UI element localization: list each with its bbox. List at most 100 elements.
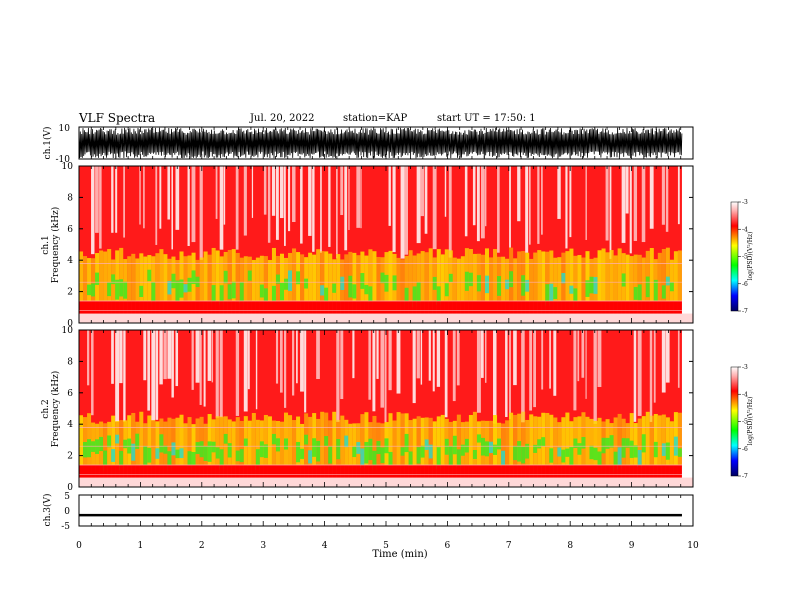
spectrogram-band-yellow xyxy=(480,254,485,302)
spectrogram-streak xyxy=(115,166,118,233)
spectrogram-band-green xyxy=(147,447,152,463)
time-axis: 0 1 2 3 4 5 6 7 8 9 10 xyxy=(76,127,699,551)
spectrogram-streak xyxy=(541,330,544,390)
freq-tick-label: 2 xyxy=(67,452,73,462)
spectrogram-streak xyxy=(115,330,120,422)
spectrogram-band-green xyxy=(296,271,301,285)
spectrogram-band-green xyxy=(513,445,518,461)
spectrogram-band-green xyxy=(179,448,184,459)
spectrogram-band-yellow xyxy=(388,250,393,302)
spectrogram-streak xyxy=(312,166,315,252)
spectrogram-band-yellow xyxy=(553,417,558,466)
spectrogram-band-red xyxy=(211,465,216,478)
spectrogram-band-green xyxy=(573,438,578,448)
spectrogram-band-red xyxy=(597,465,602,478)
spectrogram-band-green xyxy=(384,274,389,292)
spectrogram-streak xyxy=(464,166,468,237)
spectrogram-band-red xyxy=(79,301,84,314)
time-tick-label: 5 xyxy=(383,541,389,551)
spectrogram-band-red xyxy=(541,301,546,314)
spectrogram-band-green xyxy=(517,441,522,462)
spectrogram-band-red xyxy=(163,465,168,478)
spectrogram-band-red xyxy=(247,301,252,314)
spectrogram-streak xyxy=(653,330,656,403)
spectrogram-band-yellow xyxy=(175,259,180,302)
spectrogram-band-yellow xyxy=(577,416,582,466)
colorbar-tick-label: -5 xyxy=(742,419,748,426)
spectrogram-band-red xyxy=(625,465,630,478)
spectrogram-band-green xyxy=(521,275,526,296)
spectrogram-band-yellow xyxy=(673,251,678,302)
spectrogram-band-yellow xyxy=(436,249,441,302)
spectrogram-band-green xyxy=(87,284,92,296)
spectrogram-band-red xyxy=(211,301,216,314)
spectrogram-band-yellow xyxy=(432,421,437,466)
spectrogram-streak xyxy=(263,166,267,215)
spectrogram-band-red xyxy=(649,301,654,314)
spectrogram-band-green xyxy=(284,438,289,450)
spectrogram-band-green xyxy=(480,437,485,456)
spectrogram-band-red xyxy=(107,465,112,478)
spectrogram-band-red xyxy=(609,301,614,314)
spectrogram-band-yellow xyxy=(183,423,188,466)
spectrogram-band-yellow xyxy=(549,414,554,466)
spectrogram-band-green xyxy=(95,272,100,285)
spectrogram-band-red xyxy=(91,465,96,478)
ch3-waveform-line xyxy=(79,513,682,517)
spectrogram-band-green xyxy=(360,273,365,289)
spectrogram-streak xyxy=(412,330,416,404)
spectrogram-band-red xyxy=(332,301,337,314)
spectrogram-band-red xyxy=(139,465,144,478)
spectrogram-band-red xyxy=(553,301,558,314)
spectrogram-streak xyxy=(292,166,296,223)
spectrogram-band-yellow xyxy=(589,418,594,466)
spectrogram-band-red xyxy=(529,465,534,478)
spectrogram-band-yellow xyxy=(420,251,425,302)
spectrogram-streak xyxy=(493,330,497,424)
spectrogram-band-green xyxy=(452,435,457,455)
spectrogram-band-green xyxy=(223,270,228,284)
spectrogram-band-red xyxy=(279,465,285,478)
spectrogram-streak xyxy=(251,166,254,218)
spectrogram-band-yellow xyxy=(597,250,602,302)
spectrogram-band-green xyxy=(617,447,622,470)
spectrogram-band-yellow xyxy=(476,421,481,466)
spectrogram-band-green xyxy=(392,275,397,291)
spectrogram-band-red xyxy=(171,465,176,478)
spectrogram-band-yellow xyxy=(296,416,301,466)
spectrogram-band-red xyxy=(561,465,566,478)
spectrogram-band-red xyxy=(497,465,502,478)
spectrogram-band-green xyxy=(340,276,345,291)
spectrogram-band-yellow xyxy=(87,258,92,302)
spectrogram-band-green xyxy=(179,279,184,298)
spectrogram-band-red xyxy=(537,465,542,478)
spectrogram-band-yellow xyxy=(637,418,642,466)
spectrogram-band-red xyxy=(267,465,272,478)
spectrogram-band-red xyxy=(505,465,510,478)
spectrogram-streak xyxy=(352,330,355,379)
spectrogram-band-yellow xyxy=(505,420,510,466)
spectrogram-band-green xyxy=(275,438,280,452)
spectrogram-band-green xyxy=(219,285,224,305)
spectrogram-band-red xyxy=(344,301,349,314)
spectrogram-band-red xyxy=(605,465,610,478)
spectrogram-band-yellow xyxy=(609,250,614,302)
spectrogram-band-yellow xyxy=(472,253,477,302)
spectrogram-band-yellow xyxy=(613,255,618,302)
spectrogram-band-green xyxy=(569,447,574,466)
spectrogram-band-green xyxy=(352,446,357,458)
spectrogram-band-green xyxy=(279,282,285,301)
spectrogram-band-red xyxy=(376,465,381,478)
spectrogram-band-yellow xyxy=(581,257,586,302)
spectrogram-streak xyxy=(320,166,322,253)
spectrogram-band-green xyxy=(569,285,574,294)
spectrogram-streak xyxy=(191,166,196,243)
ch1-ylabel-frequency: Frequency (kHz) xyxy=(50,207,61,284)
spectrogram-streak xyxy=(541,166,543,235)
spectrogram-band-yellow xyxy=(127,256,132,302)
start-time-label: start UT = 17:50: 1 xyxy=(437,113,536,124)
spectrogram-band-red xyxy=(637,301,642,314)
spectrogram-band-green xyxy=(123,439,128,449)
spectrogram-band-green xyxy=(320,285,325,296)
